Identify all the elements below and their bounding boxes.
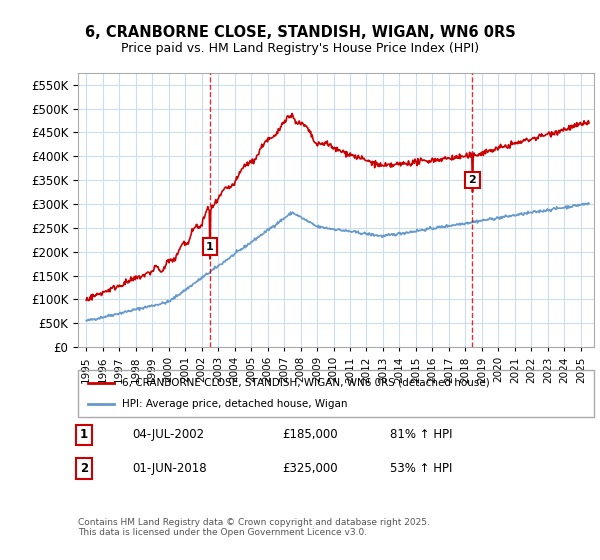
Text: 53% ↑ HPI: 53% ↑ HPI (390, 462, 452, 475)
Text: Price paid vs. HM Land Registry's House Price Index (HPI): Price paid vs. HM Land Registry's House … (121, 42, 479, 55)
Text: 2: 2 (80, 462, 88, 475)
Text: 81% ↑ HPI: 81% ↑ HPI (390, 428, 452, 441)
Text: £325,000: £325,000 (282, 462, 338, 475)
Text: 1: 1 (80, 428, 88, 441)
Text: HPI: Average price, detached house, Wigan: HPI: Average price, detached house, Wiga… (122, 399, 347, 409)
Text: 1: 1 (206, 242, 214, 252)
Text: 6, CRANBORNE CLOSE, STANDISH, WIGAN, WN6 0RS: 6, CRANBORNE CLOSE, STANDISH, WIGAN, WN6… (85, 25, 515, 40)
Text: 04-JUL-2002: 04-JUL-2002 (132, 428, 204, 441)
Text: 01-JUN-2018: 01-JUN-2018 (132, 462, 206, 475)
Text: 6, CRANBORNE CLOSE, STANDISH, WIGAN, WN6 0RS (detached house): 6, CRANBORNE CLOSE, STANDISH, WIGAN, WN6… (122, 378, 490, 388)
Text: £185,000: £185,000 (282, 428, 338, 441)
Text: Contains HM Land Registry data © Crown copyright and database right 2025.
This d: Contains HM Land Registry data © Crown c… (78, 518, 430, 538)
Text: 2: 2 (469, 175, 476, 185)
